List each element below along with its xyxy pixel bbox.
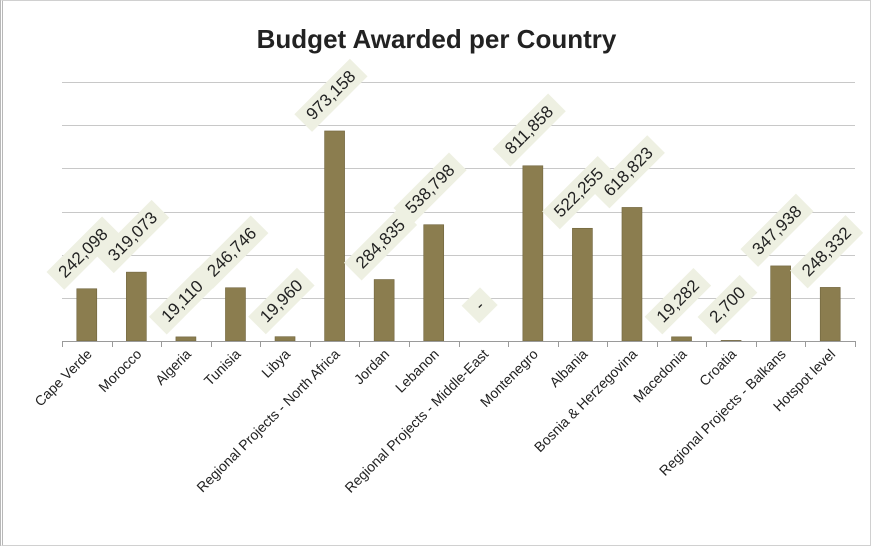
category-label: Libya [258, 346, 293, 381]
bar [770, 265, 791, 342]
data-label: - [461, 287, 498, 324]
data-label: 811,858 [492, 93, 566, 167]
bar [819, 287, 841, 342]
category-label: Albania [546, 346, 590, 390]
data-label: 248,332 [789, 215, 864, 289]
data-label-text: 248,332 [798, 223, 855, 280]
bar [324, 130, 345, 342]
data-label-background [195, 215, 269, 289]
data-label-background [492, 93, 566, 167]
bar [373, 279, 395, 342]
data-label-background [294, 58, 368, 132]
category-label: Lebanon [392, 346, 442, 396]
x-axis [62, 341, 856, 347]
category-label: Cape Verde [31, 346, 95, 410]
data-label: 973,158 [294, 58, 368, 132]
bar [720, 340, 742, 342]
data-label-background [343, 207, 418, 281]
chart-title: Budget Awarded per Country [256, 24, 617, 54]
data-label-text: 347,938 [749, 202, 806, 259]
bar [621, 207, 643, 342]
bar [423, 224, 445, 342]
bars [76, 130, 841, 342]
bar [126, 271, 147, 342]
data-label-background [46, 216, 120, 290]
data-label-text: 811,858 [501, 102, 557, 158]
bar [175, 336, 197, 342]
data-label-background [644, 267, 712, 335]
category-label: Macedonia [630, 346, 690, 406]
data-label-background [697, 274, 758, 335]
data-label-background [740, 193, 814, 267]
data-label: 538,798 [393, 152, 467, 226]
data-label: 2,700 [697, 274, 758, 335]
data-label-background [789, 215, 864, 289]
bar [572, 227, 593, 342]
data-label-background [248, 267, 315, 335]
data-label-background [96, 199, 170, 274]
data-label-text: 973,158 [303, 67, 360, 124]
category-label: Algeria [152, 346, 194, 388]
bar [76, 288, 98, 342]
bar [274, 336, 296, 342]
gridlines [62, 82, 855, 299]
data-label-text: 538,798 [402, 161, 459, 218]
data-label-background [461, 287, 498, 324]
category-label: Tunisia [201, 346, 244, 389]
data-label-background [393, 152, 467, 226]
data-label-background [591, 135, 665, 209]
data-label-background [149, 267, 216, 335]
bar [522, 165, 544, 342]
category-label: Croatia [696, 346, 739, 389]
category-labels: Cape Verde Morocco Algeria Tunisia LibyaRegi… [31, 346, 838, 496]
data-label: 246,746 [195, 215, 269, 289]
data-label-text: 246,746 [203, 224, 260, 281]
category-label: Morocco [95, 346, 144, 395]
data-label-background [542, 156, 616, 230]
bar [225, 287, 246, 342]
bar [671, 336, 692, 342]
data-label-text: 284,835 [352, 215, 409, 272]
data-label: 19,960 [248, 267, 315, 335]
data-labels: 242,098319,07319,110246,74619,960973,158… [46, 58, 864, 335]
category-label: Jordan [351, 346, 393, 388]
data-label: 19,282 [644, 267, 712, 335]
